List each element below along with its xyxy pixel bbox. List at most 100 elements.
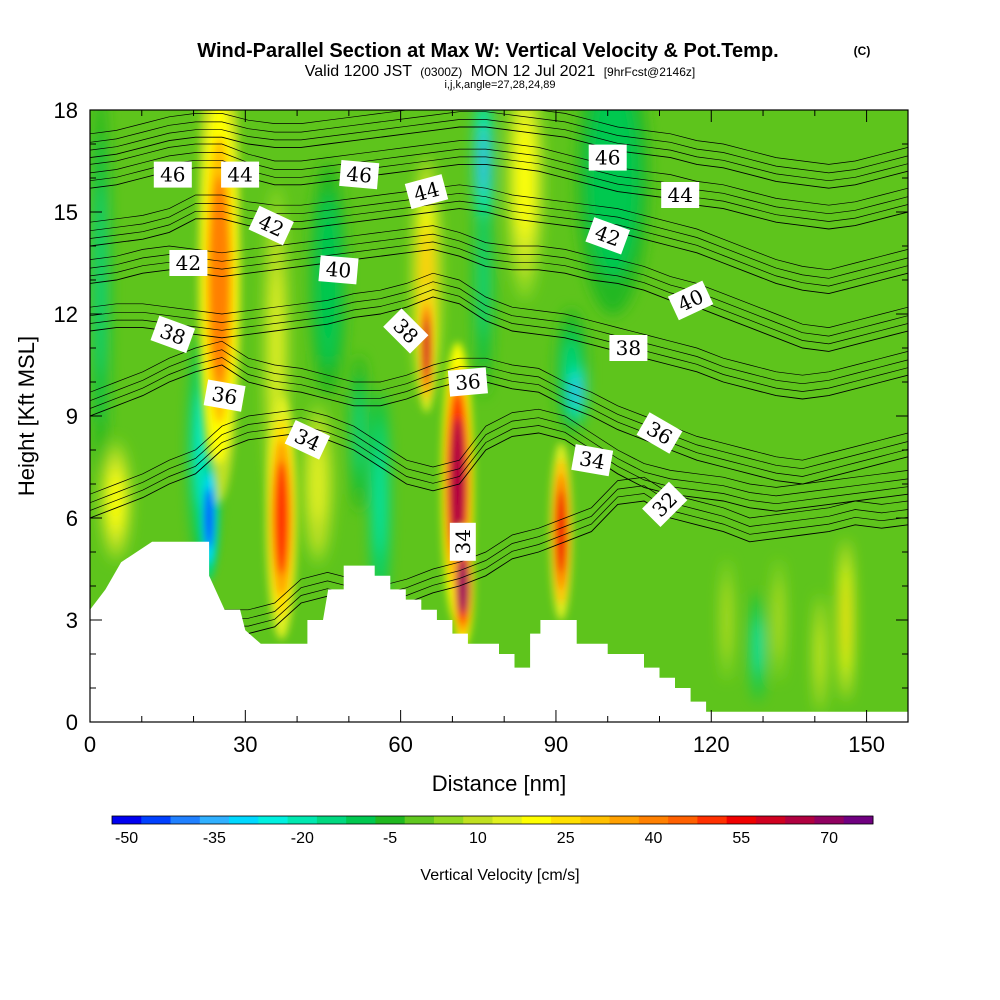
y-tick-label-1: 3	[66, 608, 78, 633]
colorbar-swatch-14	[521, 816, 552, 824]
contour-label-box	[661, 182, 700, 208]
y-tick-label-2: 6	[66, 506, 78, 531]
contour-label-box	[571, 444, 614, 477]
colorbar-tick-7: 55	[732, 830, 750, 847]
contour-label-4: 46	[588, 144, 627, 171]
contour-label-14: 36	[203, 379, 246, 412]
updraft-ring-3	[270, 271, 283, 425]
isentrope-42	[90, 208, 908, 295]
contour-label-7: 42	[169, 250, 208, 276]
contour-label-8: 40	[318, 255, 359, 285]
updraft-cell-8	[550, 442, 573, 621]
isentrope-40-minor-1	[90, 233, 908, 337]
isentrope-44-minor-1	[90, 148, 908, 215]
contour-label-text: 42	[176, 251, 201, 275]
contour-label-box	[383, 308, 429, 354]
colorbar-swatch-7	[316, 816, 347, 824]
contour-label-text: 36	[210, 382, 239, 410]
isentrope-36	[90, 364, 908, 485]
colorbar-swatch-6	[287, 816, 318, 824]
updraft-cell-12	[838, 539, 854, 701]
contour-label-17: 34	[284, 419, 331, 460]
updraft-cell-9	[506, 110, 544, 300]
x-tick-label-4: 120	[693, 732, 730, 757]
downdraft-ring-2	[479, 222, 488, 338]
contour-label-box	[447, 367, 488, 397]
contour-label-text: 36	[454, 369, 481, 395]
colorbar-swatch-22	[755, 816, 786, 824]
contour-label-19: 34	[449, 522, 476, 561]
updraft-ring-3	[422, 317, 431, 379]
colorbar-swatch-18	[638, 816, 669, 824]
contour-label-box	[169, 250, 208, 276]
y-axis-label: Height [Kft MSL]	[14, 336, 39, 496]
isentrope-46	[90, 126, 908, 189]
downdraft-ring-2	[204, 487, 214, 549]
colorbar-swatch-9	[375, 816, 406, 824]
y-tick-label-3: 9	[66, 404, 78, 429]
colorbar-swatch-17	[609, 816, 640, 824]
y-tick-label-6: 18	[54, 98, 78, 123]
updraft-ring-3	[817, 625, 823, 683]
contour-label-text: 34	[578, 446, 607, 474]
colorbar-frame	[111, 815, 874, 825]
contour-label-15: 36	[447, 367, 488, 397]
colorbar-swatch-8	[346, 816, 376, 824]
colorbar-tick-2: -20	[291, 830, 314, 847]
contour-label-text: 46	[595, 146, 620, 170]
contour-label-18: 34	[571, 444, 614, 477]
downdraft-ring-2	[754, 620, 761, 674]
contour-label-text: 46	[345, 162, 372, 188]
updraft-cell-13	[813, 593, 827, 715]
contour-label-box	[667, 280, 714, 321]
updraft-ring-3	[310, 445, 326, 523]
updraft-ring-3	[209, 175, 230, 385]
x-tick-label-3: 90	[544, 732, 568, 757]
colorbar-swatch-5	[258, 816, 289, 824]
isentrope-42-minor-2	[90, 184, 908, 271]
contour-label-box	[636, 412, 683, 454]
colorbar-swatch-15	[551, 816, 581, 824]
updraft-ring-3	[516, 120, 534, 236]
isentrope-36-minor-2	[90, 340, 908, 461]
contour-label-box	[221, 161, 260, 188]
colorbar-swatch-20	[697, 816, 728, 824]
contour-label-box	[150, 315, 196, 354]
contour-label-box	[203, 379, 246, 412]
contour-label-box	[284, 419, 331, 460]
contour-label-3: 44	[404, 174, 449, 210]
valid-date: MON 12 Jul 2021	[471, 63, 596, 80]
downdraft-cell-4	[567, 360, 586, 424]
colorbar-swatch-0	[112, 816, 142, 824]
updraft-ring-3	[457, 557, 468, 615]
isentrope-46-minor-0	[90, 119, 908, 182]
isentrope-36-minor-0	[90, 357, 908, 477]
x-axis-label: Distance [nm]	[432, 771, 567, 796]
copyright-mark: (C)	[854, 44, 871, 58]
contour-label-text: 44	[227, 163, 252, 187]
updraft-ring-3	[450, 417, 466, 551]
contour-label-text: 40	[325, 257, 352, 283]
colorbar-swatch-19	[668, 816, 698, 824]
isentrope-34-minor-0	[90, 425, 908, 511]
colorbar-tick-5: 25	[557, 830, 575, 847]
contour-label-box	[588, 144, 627, 171]
contour-label-box	[642, 481, 688, 528]
contour-label-13: 38	[609, 335, 648, 361]
colorbar: -50 -35 -20 -5 10 25 40 55 70	[111, 815, 874, 847]
downdraft-ring-2	[354, 394, 364, 472]
updraft-ring-3	[842, 581, 850, 659]
contour-label-5: 44	[661, 182, 700, 208]
contour-label-1: 44	[221, 161, 260, 188]
downdraft-ring-2	[479, 126, 488, 196]
colorbar-tick-3: -5	[383, 830, 397, 847]
isentrope-38-minor-0	[90, 289, 908, 392]
colorbar-swatch-21	[726, 816, 757, 824]
isentrope-46-minor-2	[90, 110, 908, 165]
y-tick-label-5: 15	[54, 200, 78, 225]
chart-title: Wind-Parallel Section at Max W: Vertical…	[197, 40, 778, 62]
downdraft-cell-9	[751, 592, 764, 702]
